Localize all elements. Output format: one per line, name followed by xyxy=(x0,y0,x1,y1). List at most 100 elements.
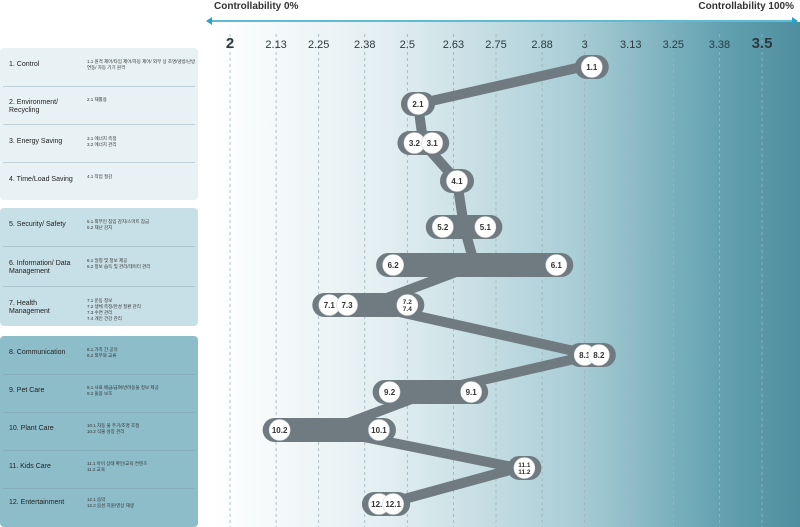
row-capsule-9 xyxy=(372,380,489,404)
node-label: 5.2 xyxy=(437,223,449,232)
node-circle xyxy=(588,344,610,366)
x-tick-label: 3.13 xyxy=(620,39,641,51)
category-label: 12. Entertainment xyxy=(9,499,65,506)
node-label: 4.1 xyxy=(451,177,463,186)
x-tick-label: 3.38 xyxy=(709,39,730,51)
path-segment xyxy=(412,62,587,109)
node-circle xyxy=(580,56,603,78)
category-sublabel: 10.1 자동 물 주기/조명 조절 10.2 식물 성장 관리 xyxy=(87,423,140,434)
x-tick-label: 3 xyxy=(582,39,588,51)
node-label: 7.3 xyxy=(341,301,353,310)
x-tick-label: 2.88 xyxy=(531,39,552,51)
x-tick-label: 2.63 xyxy=(443,39,464,51)
category-row-6: 6. Information/ Data Management 6.1 일정 및 … xyxy=(3,246,195,285)
row-capsule-6 xyxy=(376,253,574,277)
node-label: 5.1 xyxy=(480,223,492,232)
category-label: 9. Pet Care xyxy=(9,387,45,394)
node-circle xyxy=(382,493,404,515)
category-row-7: 7. Health Management 7.1 운동 정보 7.2 생체 측정/만… xyxy=(3,286,195,331)
category-row-10: 10. Plant Care 10.1 자동 물 주기/조명 조절 10.2 식물 … xyxy=(3,412,195,451)
node-circle xyxy=(431,216,454,238)
node-circle xyxy=(336,294,358,316)
category-row-5: 5. Security/ Safety 5.1 외부인 침입 감지/스마트 잠금 5… xyxy=(3,208,195,246)
node-circle xyxy=(513,457,536,479)
category-label: 10. Plant Care xyxy=(9,425,54,432)
node-circle xyxy=(474,216,497,238)
node-label: 3.2 xyxy=(409,139,421,148)
category-label: 6. Information/ Data Management xyxy=(9,260,71,275)
category-sublabel: 8.1 가족 간 공유 8.2 외부와 교류 xyxy=(87,347,118,358)
category-row-1: 1. Control 1.1 원격 제어/타임 제어/자동 제어/ 외부 상 조명… xyxy=(3,48,195,86)
category-label: 8. Communication xyxy=(9,349,66,356)
category-row-8: 8. Communication 8.1 가족 간 공유 8.2 외부와 교류 xyxy=(3,336,195,374)
category-sublabel: 3.1 에너지 측정 3.2 에너지 관리 xyxy=(87,136,117,147)
category-sublabel: 12.1 음악 12.2 음성 지원/영상 재생 xyxy=(87,497,134,508)
category-row-11: 11. Kids Care 11.1 아이 상태 확인/교육 컨텐츠 11.2 교육 xyxy=(3,450,195,488)
category-label: 3. Energy Saving xyxy=(9,138,63,145)
category-label: 1. Control xyxy=(9,61,40,68)
category-label: 5. Security/ Safety xyxy=(9,221,66,228)
x-tick-label: 2.13 xyxy=(265,39,286,51)
node-label: 2.1 xyxy=(412,100,424,109)
category-label: 4. Time/Load Saving xyxy=(9,176,73,183)
x-tick-label: 2.25 xyxy=(308,39,329,51)
x-tick-label: 3.5 xyxy=(752,35,773,52)
node-label: 7.4 xyxy=(403,306,412,313)
node-label: 12.2 xyxy=(371,500,387,509)
category-label: 7. Health Management xyxy=(9,300,50,315)
node-circle xyxy=(368,419,390,441)
axis-arrow-left-head xyxy=(206,17,212,25)
category-sublabel: 9.1 사료 배급/급여/반려동물 정보 제공 9.2 돌봄 보조 xyxy=(87,385,159,396)
category-row-2: 2. Environment/ Recycling 2.1 재활용 xyxy=(3,86,195,124)
category-label: 2. Environment/ Recycling xyxy=(9,99,59,114)
node-label: 1.1 xyxy=(586,63,598,72)
node-label: 10.1 xyxy=(371,426,387,435)
controllability-max-label: Controllability 100% xyxy=(698,1,794,12)
node-label: 3.1 xyxy=(427,139,439,148)
node-label: 8.2 xyxy=(593,351,605,360)
node-circle xyxy=(378,381,401,403)
node-label: 10.2 xyxy=(272,426,288,435)
node-label: 11.2 xyxy=(518,469,531,476)
node-label: 7.1 xyxy=(324,301,336,310)
x-tick-label: 2.38 xyxy=(354,39,375,51)
row-capsule-10 xyxy=(262,418,396,442)
node-label: 11.1 xyxy=(518,462,531,469)
node-label: 6.2 xyxy=(388,261,400,270)
category-row-3: 3. Energy Saving 3.1 에너지 측정 3.2 에너지 관리 xyxy=(3,124,195,163)
node-circle xyxy=(421,132,443,154)
x-tick-label: 3.25 xyxy=(663,39,684,51)
x-tick-label: 2 xyxy=(226,35,234,52)
node-circle xyxy=(545,254,568,276)
category-group-lifestyle xyxy=(0,336,198,527)
category-group-home xyxy=(0,48,198,200)
node-circle xyxy=(446,170,468,192)
x-tick-label: 2.5 xyxy=(400,39,415,51)
category-sublabel: 7.1 운동 정보 7.2 생체 측정/만성 질환 관리 7.3 수면 관리 7.4 … xyxy=(87,298,141,321)
node-circle xyxy=(407,93,429,115)
node-label: 8.1 xyxy=(579,351,591,360)
node-circle xyxy=(268,419,291,441)
category-row-9: 9. Pet Care 9.1 사료 배급/급여/반려동물 정보 제공 9.2 돌봄… xyxy=(3,374,195,412)
node-circle xyxy=(460,381,482,403)
category-sublabel: 11.1 아이 상태 확인/교육 컨텐츠 11.2 교육 xyxy=(87,461,148,472)
category-sublabel: 2.1 재활용 xyxy=(87,97,107,102)
category-label: 11. Kids Care xyxy=(9,463,51,470)
category-sublabel: 4.1 작업 절감 xyxy=(87,174,113,179)
node-circle xyxy=(382,254,404,276)
category-row-4: 4. Time/Load Saving 4.1 작업 절감 xyxy=(3,162,195,201)
node-label: 9.1 xyxy=(466,388,478,397)
category-sublabel: 6.1 일정 및 정보 제공 6.2 정보 습득 및 관리/데이터 관리 xyxy=(87,258,151,269)
x-tick-label: 2.75 xyxy=(485,39,506,51)
category-sublabel: 5.1 외부인 침입 감지/스마트 잠금 5.2 재난 감지 xyxy=(87,219,150,230)
node-label: 9.2 xyxy=(384,388,396,397)
category-row-12: 12. Entertainment 12.1 음악 12.2 음성 지원/영상 재생 xyxy=(3,488,195,524)
node-label: 7.2 xyxy=(403,299,412,306)
category-group-info xyxy=(0,208,198,326)
node-label: 12.1 xyxy=(385,500,401,509)
category-sublabel: 1.1 원격 제어/타임 제어/자동 제어/ 외부 상 조명/냉방/난방 연동/… xyxy=(87,59,196,70)
node-circle xyxy=(396,294,419,316)
controllability-min-label: Controllability 0% xyxy=(214,1,299,12)
